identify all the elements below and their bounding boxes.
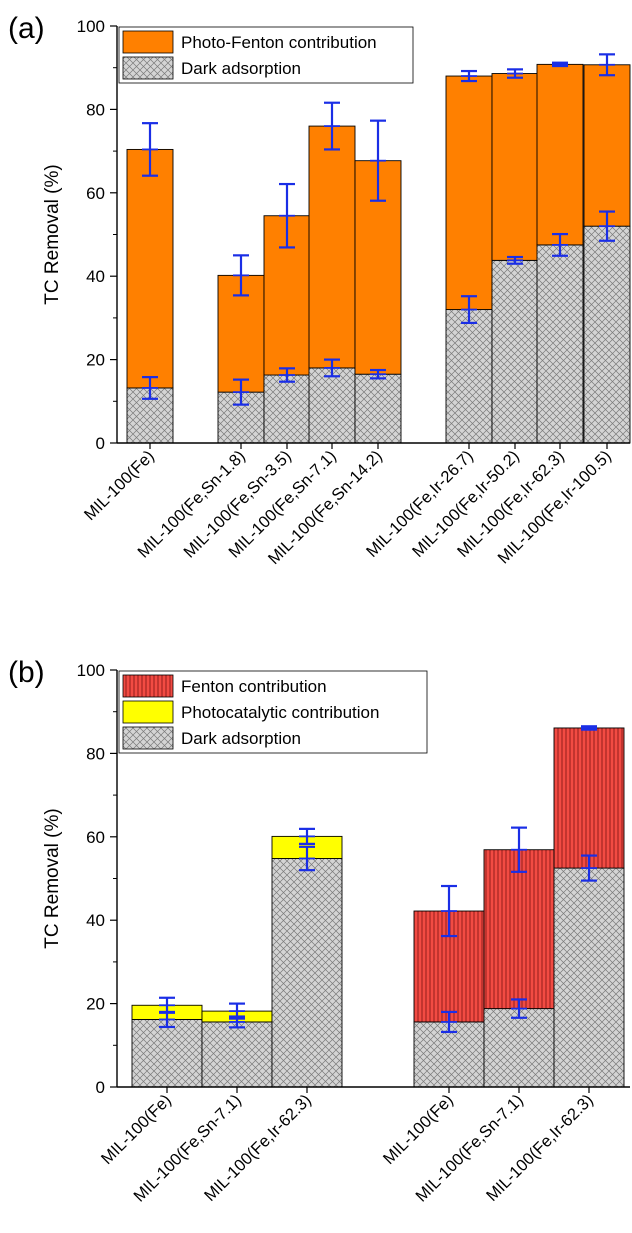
bar-segment <box>271 858 343 1088</box>
bar-segment <box>201 1021 273 1088</box>
bar-segment <box>445 309 493 444</box>
bar-segment <box>583 64 631 227</box>
legend-label: Photo-Fenton contribution <box>181 33 377 52</box>
bar-segment <box>126 148 174 389</box>
legend-swatch <box>122 700 174 724</box>
bar-segment <box>308 125 356 369</box>
bar-segment <box>308 367 356 444</box>
panel-label: (a) <box>8 12 45 45</box>
y-tick-label: 20 <box>86 995 105 1014</box>
legend-swatch <box>122 726 174 750</box>
bar-segment <box>483 849 555 1010</box>
legend-swatch <box>122 56 174 80</box>
y-tick-label: 20 <box>86 351 105 370</box>
y-tick-label: 0 <box>96 1078 105 1097</box>
legend-label: Fenton contribution <box>181 677 327 696</box>
bar-segment <box>583 225 631 444</box>
x-tick-label: MIL-100(Fe) <box>380 1091 457 1168</box>
y-axis-title: TC Removal (%) <box>42 808 63 948</box>
legend-label: Dark adsorption <box>181 729 301 748</box>
bar-segment <box>491 259 539 444</box>
y-tick-label: 100 <box>77 17 105 36</box>
chart-b: (b) 0 20 40 60 80 100 TC Removal (%) MIL-100(Fe)… <box>8 656 630 1206</box>
y-tick-label: 0 <box>96 434 105 453</box>
bar-segment <box>263 374 311 444</box>
x-tick-label: MIL-100(Fe) <box>81 447 158 524</box>
y-tick-label: 40 <box>86 267 105 286</box>
y-tick-label: 60 <box>86 828 105 847</box>
bar-segment <box>491 73 539 261</box>
chart-a: (a) 0 20 40 60 80 100 TC Removal (%) MIL-100(Fe)… <box>8 12 631 568</box>
bar-segment <box>131 1018 203 1088</box>
y-axis-title: TC Removal (%) <box>42 164 63 304</box>
y-tick-label: 80 <box>86 744 105 763</box>
bar-segment <box>536 244 584 444</box>
bar-segment <box>536 63 584 246</box>
panel-label: (b) <box>8 656 45 689</box>
y-tick-label: 40 <box>86 911 105 930</box>
bar-segment <box>553 727 625 869</box>
y-tick-label: 80 <box>86 100 105 119</box>
legend-label: Photocatalytic contribution <box>181 703 379 722</box>
y-tick-label: 60 <box>86 184 105 203</box>
y-tick-label: 100 <box>77 661 105 680</box>
x-tick-label: MIL-100(Fe) <box>98 1091 175 1168</box>
legend-swatch <box>122 674 174 698</box>
legend-label: Dark adsorption <box>181 59 301 78</box>
legend-swatch <box>122 30 174 54</box>
bar-segment <box>553 867 625 1088</box>
bar-segment <box>445 75 493 311</box>
bar-segment <box>483 1008 555 1088</box>
bar-segment <box>354 373 402 444</box>
